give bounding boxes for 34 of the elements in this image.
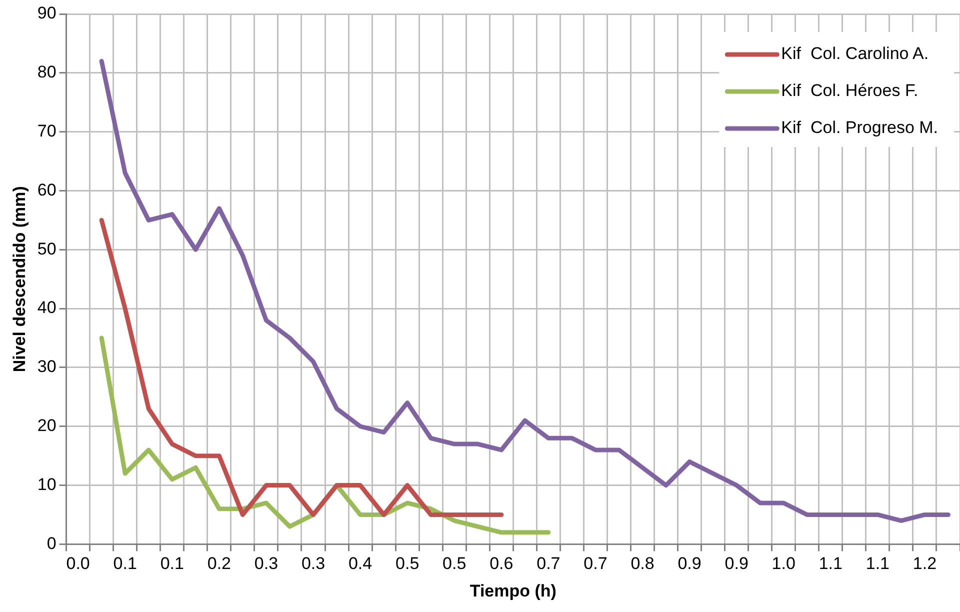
x-tick-label: 1.2 — [912, 554, 937, 574]
x-tick-label: 1.1 — [866, 554, 890, 574]
x-tick-label: 0.7 — [584, 554, 608, 574]
y-tick-label: 0 — [46, 534, 56, 553]
x-tick-label: 1.1 — [818, 554, 842, 574]
y-tick-label: 50 — [37, 239, 56, 258]
x-tick-label: 0.9 — [724, 554, 748, 574]
x-tick-label: 0.5 — [442, 554, 466, 574]
x-tick-label: 0.6 — [490, 554, 514, 574]
y-tick-label: 90 — [37, 4, 56, 23]
x-tick-label: 0.5 — [396, 554, 420, 574]
x-tick-label: 0.7 — [536, 554, 560, 574]
y-tick-label: 60 — [37, 180, 56, 200]
y-tick-label: 10 — [37, 474, 56, 494]
x-tick-label: 0.0 — [66, 554, 90, 574]
y-tick-label: 20 — [37, 416, 56, 436]
y-tick-label: 70 — [37, 122, 56, 141]
y-tick-label: 30 — [37, 357, 56, 376]
x-axis-title: Tiempo (h) — [470, 581, 556, 600]
x-tick-label: 0.9 — [678, 554, 702, 574]
y-tick-label: 80 — [37, 62, 56, 82]
x-tick-label: 1.0 — [772, 554, 796, 574]
x-tick-label: 0.8 — [630, 554, 654, 574]
legend-label: Kif Col. Héroes F. — [781, 81, 918, 100]
y-tick-label: 40 — [37, 298, 56, 318]
legend-label: Kif Col. Progreso M. — [781, 118, 938, 138]
legend-label: Kif Col. Carolino A. — [781, 44, 929, 64]
x-tick-label: 0.4 — [348, 554, 372, 574]
x-tick-label: 0.3 — [301, 554, 326, 574]
x-tick-label: 0.3 — [254, 554, 278, 574]
x-tick-label: 0.1 — [160, 554, 184, 574]
x-tick-label: 0.2 — [207, 554, 231, 574]
y-axis-title: Nivel descendido (mm) — [10, 186, 29, 372]
x-tick-label: 0.1 — [113, 554, 137, 574]
